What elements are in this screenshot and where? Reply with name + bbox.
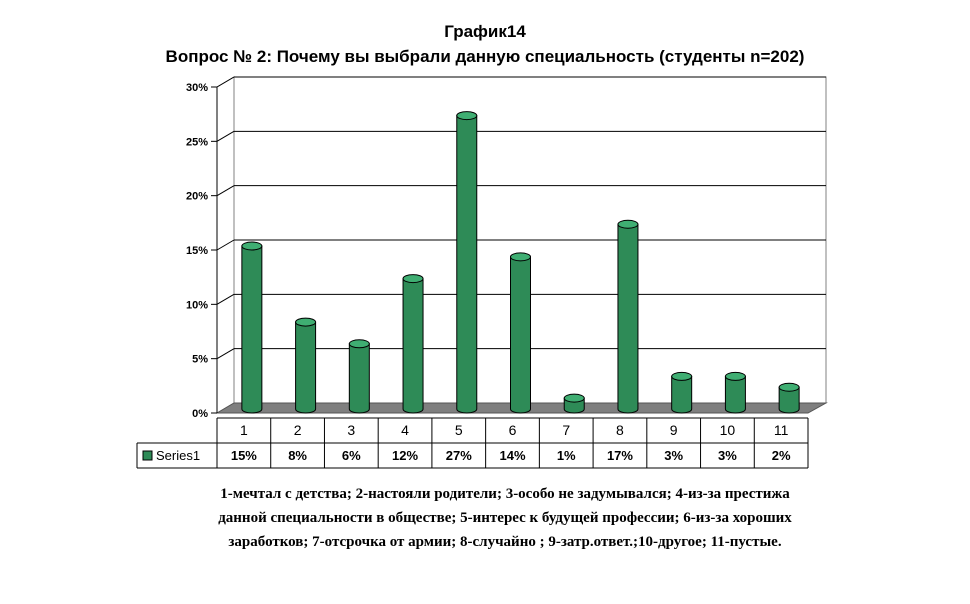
bar-top: [563, 393, 585, 403]
chart-subtitle: Вопрос № 2: Почему вы выбрали данную спе…: [165, 47, 805, 66]
y-tick-label: 0%: [192, 408, 208, 420]
bar: [295, 317, 317, 414]
category-label: 7: [562, 422, 570, 438]
data-label: 3%: [718, 448, 737, 463]
gridline-side: [216, 239, 235, 251]
bar-body: [724, 375, 746, 414]
category-label: 6: [509, 422, 517, 438]
bar: [617, 219, 639, 414]
data-label: 14%: [499, 448, 525, 463]
category-label: 4: [401, 422, 409, 438]
bar-body: [510, 256, 531, 414]
data-label: 3%: [664, 448, 683, 463]
gridline-side: [216, 348, 235, 360]
gridline-side: [216, 76, 235, 88]
bar: [563, 393, 585, 414]
bar-top: [724, 371, 746, 381]
bar-top: [671, 371, 693, 381]
data-label: 12%: [392, 448, 418, 463]
category-label: 1: [240, 422, 248, 438]
data-label: 6%: [342, 448, 361, 463]
y-tick-label: 15%: [186, 245, 208, 257]
bar-body: [295, 321, 317, 414]
bar-body: [348, 343, 370, 414]
data-label: 8%: [288, 448, 307, 463]
category-label: 9: [670, 422, 678, 438]
y-tick-label: 10%: [186, 299, 208, 311]
category-label: 3: [347, 422, 355, 438]
data-label: 2%: [772, 448, 791, 463]
bar-body: [456, 115, 478, 414]
bar-top: [617, 219, 639, 229]
category-label: 11: [774, 422, 789, 438]
bar: [241, 241, 263, 414]
bar-top: [456, 111, 478, 121]
y-axis: 0% 5% 10% 15% 20% 25% 30%: [186, 82, 218, 420]
bar: [348, 339, 370, 414]
chart-caption: 1-мечтал с детства; 2-настояли родители;…: [218, 486, 792, 550]
data-label: 1%: [557, 448, 576, 463]
bar-top: [295, 317, 317, 327]
gridline-side: [216, 185, 235, 197]
data-table: 1 2 3 4 5 6 7 8 9 10 11 15% 8% 6% 12% 27% 14% 1% 17% 3% 3% 2%…: [136, 417, 809, 469]
bar-top: [402, 274, 424, 284]
gridline-side: [216, 293, 235, 305]
y-tick-label: 20%: [186, 191, 208, 203]
bar: [724, 371, 746, 414]
bar-top: [348, 339, 370, 349]
bar: [778, 382, 800, 414]
bar-body: [617, 223, 639, 414]
category-label: 10: [720, 422, 736, 438]
data-label: 27%: [446, 448, 472, 463]
bar-top: [510, 252, 531, 262]
chart-title: График14: [444, 22, 526, 41]
bar-body: [402, 278, 424, 414]
bar-top: [241, 241, 263, 251]
y-tick-label: 5%: [192, 354, 208, 366]
category-label: 5: [455, 422, 463, 438]
bar-body: [671, 375, 693, 414]
bar-body: [241, 245, 263, 414]
bars: [241, 111, 800, 414]
gridline-side: [216, 130, 235, 142]
legend-swatch: [142, 450, 153, 461]
y-tick-label: 25%: [186, 136, 208, 148]
data-label: 17%: [607, 448, 633, 463]
bar: [510, 252, 531, 414]
data-label: 15%: [231, 448, 257, 463]
bar: [456, 111, 478, 414]
bar: [671, 371, 693, 414]
bar: [402, 274, 424, 414]
category-label: 2: [294, 422, 302, 438]
bar-body: [778, 386, 800, 414]
bar-top: [778, 382, 800, 392]
category-label: 8: [616, 422, 624, 438]
legend-label: Series1: [156, 448, 200, 463]
y-tick-label: 30%: [186, 82, 208, 94]
